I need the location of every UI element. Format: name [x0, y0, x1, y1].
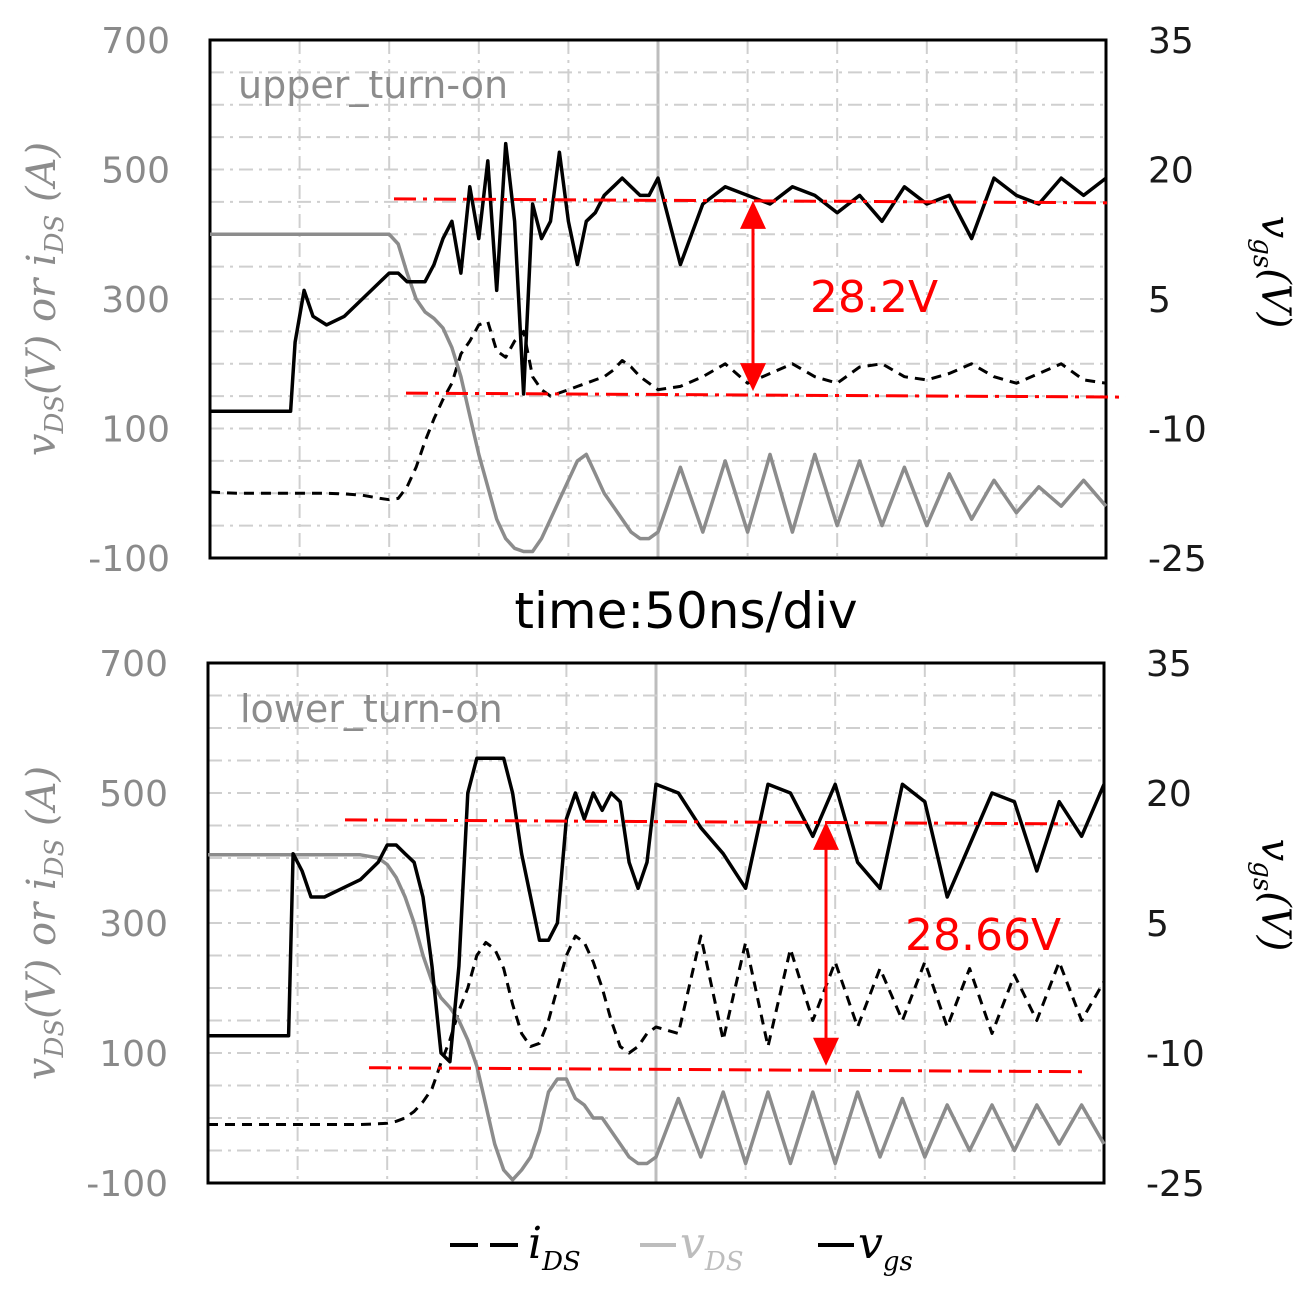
y-axis-label-left: vDS(V) or iDS (A) — [19, 142, 70, 456]
annotation-level-high — [344, 818, 1069, 826]
y-tick-right: -10 — [1148, 410, 1207, 451]
annotation-label: 28.2V — [810, 272, 938, 323]
plot-frame — [206, 661, 1106, 1185]
chart-lower-turn-on: lower_turn-on 28.66V 700 500 300 100 -100 35 2… — [19, 644, 1298, 1205]
y-tick-left: 500 — [101, 151, 170, 192]
y-tick-left: 100 — [99, 1034, 168, 1075]
series-vds-line — [210, 232, 1108, 554]
annotation-group: 28.66V — [344, 818, 1089, 1074]
y-tick-left: 700 — [99, 644, 168, 685]
panel-label: upper_turn-on — [238, 63, 508, 107]
y-tick-right: -10 — [1146, 1034, 1205, 1075]
grid — [210, 40, 1106, 558]
y-tick-left: 500 — [99, 774, 168, 815]
legend: iDS vDS vgs — [450, 1218, 913, 1277]
annotation-label: 28.66V — [905, 910, 1061, 961]
tick-labels: 700 500 300 100 -100 35 20 5 -10 -25 — [86, 644, 1205, 1205]
y-tick-left: 300 — [101, 280, 170, 321]
panel-label: lower_turn-on — [240, 687, 503, 731]
annotation-arrow-head-up — [740, 200, 766, 229]
series-vgs-line — [210, 141, 1108, 413]
y-tick-right: 20 — [1146, 774, 1192, 815]
plot-frame — [208, 38, 1108, 560]
annotation-arrow-head-up — [813, 821, 839, 850]
y-tick-right: 5 — [1148, 280, 1171, 321]
y-tick-right: -25 — [1146, 1164, 1205, 1205]
series-group — [209, 141, 1108, 554]
legend-label-vds: vDS — [680, 1218, 744, 1277]
series-ids-line — [209, 320, 1107, 502]
annotation-level-low — [405, 391, 1127, 399]
annotation-arrow-head-down — [813, 1037, 839, 1066]
series-vgs-line — [208, 756, 1106, 1064]
y-tick-right: 5 — [1146, 904, 1169, 945]
annotation-arrow-head-down — [740, 363, 766, 392]
tick-labels: 700 500 300 100 -100 35 20 5 -10 -25 — [88, 21, 1207, 580]
legend-item-ids: iDS — [450, 1218, 581, 1277]
legend-label-ids: iDS — [528, 1218, 581, 1277]
y-tick-right: 35 — [1146, 644, 1192, 685]
y-tick-left: 100 — [101, 410, 170, 451]
y-tick-left: -100 — [88, 539, 170, 580]
legend-item-vgs: vgs — [818, 1218, 913, 1277]
legend-label-vgs: vgs — [858, 1218, 913, 1277]
y-tick-left: -100 — [86, 1164, 168, 1205]
annotation-group: 28.2V — [393, 197, 1127, 399]
series-group — [208, 756, 1106, 1182]
y-tick-right: 35 — [1148, 21, 1194, 62]
chart-upper-turn-on: upper_turn-on 28.2V 700 500 300 100 -100 35 20… — [19, 21, 1298, 640]
y-tick-right: -25 — [1148, 539, 1207, 580]
y-axis-label-right: vgs(V) — [1247, 839, 1298, 952]
x-axis-label: time:50ns/div — [514, 582, 857, 640]
y-tick-right: 20 — [1148, 151, 1194, 192]
y-tick-left: 700 — [101, 21, 170, 62]
legend-item-vds: vDS — [640, 1218, 744, 1277]
series-ids-line — [208, 934, 1106, 1126]
y-axis-label-right: vgs(V) — [1247, 216, 1298, 329]
y-tick-left: 300 — [99, 904, 168, 945]
y-axis-label-left: vDS(V) or iDS (A) — [19, 766, 70, 1080]
